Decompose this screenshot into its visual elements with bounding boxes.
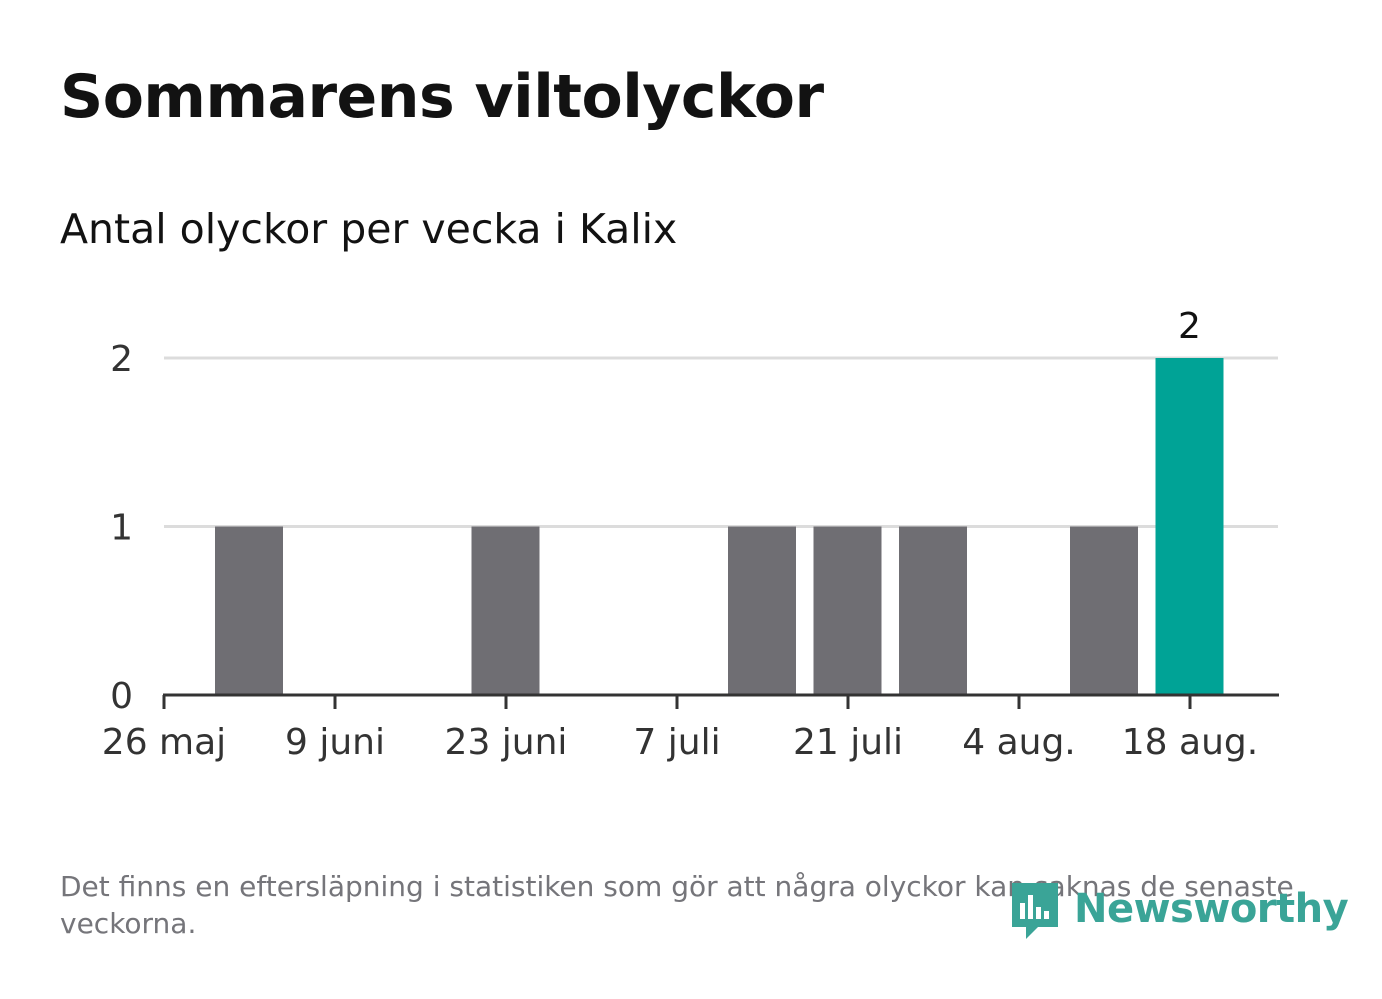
bar [899,526,967,695]
data-label: 2 [1178,306,1201,347]
x-tick-label: 26 maj [102,722,226,763]
newsworthy-logo-icon [1012,883,1058,939]
brand-logo: Newsworthy [1008,876,1349,942]
x-tick-label: 21 juli [793,722,903,763]
brand-name: Newsworthy [1074,886,1349,932]
bar [215,526,283,695]
bar [471,526,540,695]
x-tick-label: 7 juli [633,722,720,763]
chart-title: Sommarens viltolyckor [60,62,824,132]
chart-subtitle: Antal olyckor per vecka i Kalix [60,205,678,253]
y-tick-label: 1 [110,508,133,549]
bar [1070,526,1138,695]
y-tick-label: 0 [110,676,133,717]
bar [728,526,796,695]
x-tick-label: 4 aug. [962,722,1076,763]
x-tick-label: 9 juni [285,722,385,763]
y-tick-label: 2 [110,339,133,380]
bar-chart: 0 1 2 2 26 maj 9 juni 23 juni 7 juli 21 juli 4 au… [102,306,1279,763]
x-tick-label: 23 juni [445,722,568,763]
bar [813,526,882,695]
highlight-bar [1155,358,1224,695]
footnote: Det finns en eftersläpning i statistiken… [60,870,1294,940]
x-tick-label: 18 aug. [1122,722,1258,763]
